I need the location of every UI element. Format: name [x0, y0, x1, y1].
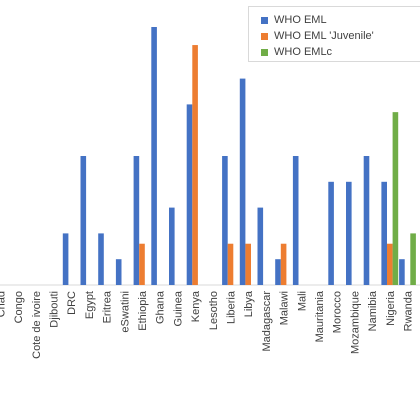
x-tick-label-ghana: Ghana [155, 290, 167, 324]
x-tick-label-morocco: Morocco [332, 291, 344, 333]
x-tick-label-cote-de-ivoire: Cote de ivoire [31, 291, 43, 359]
x-tick-label-ethiopia: Ethiopia [137, 290, 149, 331]
x-tick-label-djibouti: Djibouti [49, 291, 61, 328]
legend-label-who-emlc: WHO EMLc [274, 46, 333, 58]
legend-item-who-emlc: WHO EMLc [261, 45, 332, 59]
legend-swatch-who-eml-juvenile [261, 32, 268, 40]
bar-who-eml-ghana [151, 27, 157, 285]
bar-who-emlc-nigeria [392, 112, 399, 285]
bar-who-eml-juvenile-libya [245, 243, 251, 285]
legend: WHO EML WHO EML 'Juvenile' WHO EMLc [248, 6, 420, 62]
x-tick-label-mali: Mali [296, 291, 308, 311]
bar-who-eml-juvenile-malawi [280, 243, 287, 285]
x-tick-labels: Chad Congo Cote de ivoire Djibouti DRC Egypt E… [0, 290, 415, 359]
x-tick-label-malawi: Malawi [279, 291, 291, 325]
x-tick-label-eswatini: eSwatini [119, 291, 131, 333]
x-tick-label-egypt: Egypt [84, 291, 96, 319]
bar-who-eml-juvenile-ethiopia [139, 243, 145, 285]
bar-who-eml-guinea [169, 207, 175, 285]
x-tick-label-libya: Libya [243, 290, 255, 317]
bar-who-eml-namibia [363, 156, 370, 285]
legend-label-who-eml: WHO EML [274, 14, 327, 26]
bar-who-eml-eswatini [115, 259, 122, 285]
x-tick-label-guinea: Guinea [172, 290, 184, 326]
x-tick-label-rwanda: Rwanda [403, 290, 415, 331]
x-tick-label-namibia: Namibia [367, 290, 379, 331]
bar-who-eml-egypt [80, 156, 87, 285]
bar-who-eml-madagascar [257, 207, 264, 285]
x-tick-label-lesotho: Lesotho [208, 291, 220, 330]
x-tick-label-congo: Congo [13, 291, 25, 323]
x-tick-label-mauritania: Mauritania [314, 290, 326, 342]
legend-item-who-eml: WHO EML [261, 13, 327, 27]
x-tick-label-drc: DRC [66, 291, 78, 315]
bar-who-eml-libya [239, 78, 246, 285]
bar-who-eml-rwanda [399, 259, 405, 285]
bar-who-eml-juvenile-kenya [192, 45, 198, 286]
bar-who-eml-juvenile-liberia [227, 243, 234, 285]
bar-who-eml-juvenile-nigeria [387, 243, 393, 285]
bar-who-eml-mali [292, 156, 299, 285]
x-tick-label-chad: Chad [0, 291, 7, 317]
x-tick-label-liberia: Liberia [226, 290, 238, 324]
x-tick-label-kenya: Kenya [190, 290, 202, 322]
legend-swatch-who-emlc [261, 48, 268, 56]
bar-who-eml-ethiopia [133, 156, 140, 285]
x-tick-label-madagascar: Madagascar [261, 291, 273, 352]
legend-item-who-eml-juvenile: WHO EML 'Juvenile' [261, 29, 374, 43]
bar-who-eml-drc [62, 233, 69, 285]
legend-label-who-eml-juvenile: WHO EML 'Juvenile' [274, 30, 374, 42]
x-tick-label-mozambique: Mozambique [349, 291, 361, 354]
bar-who-emlc-rwanda [410, 233, 416, 285]
legend-swatch-who-eml [261, 16, 268, 24]
bar-who-eml-liberia [222, 156, 228, 285]
bar-who-eml-malawi [275, 259, 281, 285]
bar-who-eml-nigeria [381, 181, 387, 285]
bar-who-eml-mozambique [346, 181, 352, 285]
bar-who-eml-eritrea [98, 233, 104, 285]
bar-who-eml-kenya [186, 104, 193, 286]
bar-who-eml-morocco [328, 181, 334, 285]
bars-group [62, 27, 416, 286]
x-tick-label-eritrea: Eritrea [102, 290, 114, 323]
x-tick-label-nigeria: Nigeria [385, 290, 397, 326]
